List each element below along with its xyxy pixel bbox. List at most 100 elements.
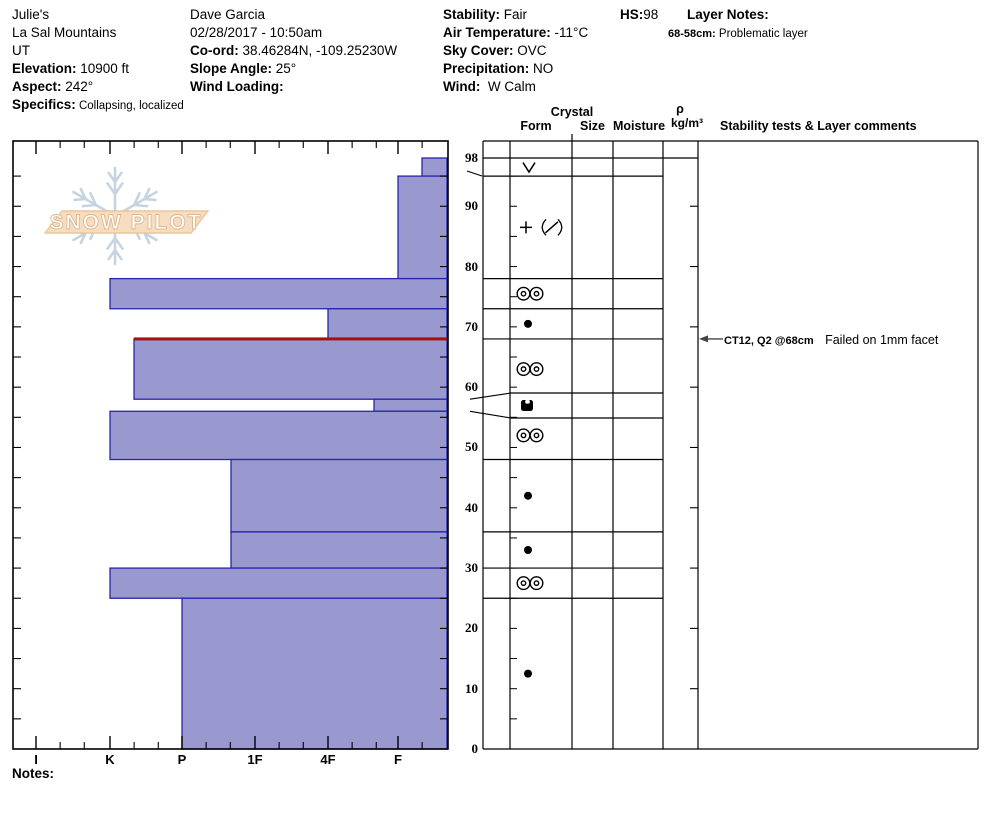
aspect-label: Aspect: [12, 79, 62, 94]
depth-tick-label: 10 [465, 680, 478, 696]
state: UT [12, 43, 30, 58]
grain-symbol-MFcr [516, 428, 544, 443]
stability-label: Stability: [443, 7, 501, 22]
hardness-bar-58-56 [373, 398, 448, 412]
hardness-bar-78-73 [109, 277, 448, 310]
precip-line: Precipitation: NO [443, 60, 553, 78]
grain-symbol-RG [524, 491, 532, 500]
airtemp-line: Air Temperature: -11°C [443, 24, 588, 42]
observation-date: 02/28/2017 - 10:50am [190, 25, 323, 40]
aspect-line: Aspect: 242° [12, 78, 93, 96]
thin-layer-leader [469, 392, 512, 400]
grain-symbol-RG [524, 545, 532, 554]
coord-value: 38.46284N, -109.25230W [238, 43, 398, 58]
grain-symbol-MFcr [516, 362, 544, 377]
observer-name: Dave Garcia [190, 7, 266, 22]
hardness-bar-56-48 [109, 410, 448, 461]
wind-line: Wind: W Calm [443, 78, 536, 96]
sky-cover-value: OVC [513, 43, 547, 58]
elevation-line: Elevation: 10900 ft [12, 60, 129, 78]
depth-tick-label: 70 [465, 318, 478, 334]
sky-cover-label: Sky Cover: [443, 43, 514, 58]
depth-tick-label: 60 [465, 379, 478, 395]
aspect-value: 242° [61, 79, 94, 94]
grain-symbol-SH [522, 162, 536, 174]
moisture-header: Moisture [613, 119, 666, 133]
depth-tick-label: 40 [465, 499, 478, 515]
hardness-bar-36-30 [230, 531, 448, 569]
depth-tick-label: 90 [465, 198, 478, 214]
hardness-tick-label: 1F [247, 752, 263, 767]
grain-symbol-RG [524, 319, 532, 328]
hardness-tick-label: F [394, 752, 402, 767]
elevation-label: Elevation: [12, 61, 77, 76]
coord-line: Co-ord: 38.46284N, -109.25230W [190, 42, 397, 60]
crystal-header: Crystal [550, 105, 594, 119]
thin-layer-leader [469, 410, 512, 419]
hs-value: 98 [643, 7, 659, 22]
stability-test-comment: Failed on 1mm facet [821, 333, 939, 347]
hardness-tick-label: P [177, 752, 187, 767]
wind-loading-line: Wind Loading: [190, 78, 284, 96]
layer-note-text: Problematic layer [715, 28, 808, 40]
layer-note-range: 68-58cm: [668, 28, 716, 40]
size-header: Size [579, 119, 605, 133]
wind-loading-label: Wind Loading: [190, 79, 284, 94]
depth-tick-label: 30 [465, 560, 478, 576]
hs-label: HS: [620, 7, 644, 22]
airtemp-value: -11°C [550, 25, 589, 40]
hardness-bar-68-58 [133, 338, 448, 400]
density-header: ρ [676, 102, 684, 116]
grain-symbol-PP(DF) [520, 218, 563, 236]
density-units: kg/m³ [670, 116, 703, 130]
hardness-bars [109, 157, 448, 750]
specifics-value: Collapsing, localized [75, 100, 184, 112]
ct-arrow [699, 335, 723, 343]
grain-symbol-MFcr [516, 576, 544, 591]
precip-value: NO [529, 61, 554, 76]
form-header: Form [520, 119, 552, 133]
grain-symbol-RG [524, 669, 532, 678]
specifics-line: Specifics: Collapsing, localized [12, 96, 184, 115]
slope-angle-label: Slope Angle: [190, 61, 273, 76]
stability-test-result: CT12, Q2 @68cm [724, 335, 814, 347]
logo-text: SNOW PILOT [50, 211, 203, 234]
wind-label: Wind: [443, 79, 481, 94]
depth-tick-label: 50 [465, 439, 478, 455]
hardness-bar-73-68 [327, 308, 448, 340]
hardness-bar-48-36 [230, 458, 448, 533]
hardness-bar-25-0 [181, 597, 448, 750]
notes-label: Notes: [12, 766, 55, 781]
logo-band [43, 210, 210, 234]
slope-angle-value: 25° [272, 61, 297, 76]
grain-symbol-MFcr [516, 286, 544, 301]
airtemp-label: Air Temperature: [443, 25, 551, 40]
flagged-layer-line [134, 337, 447, 341]
grain-form-symbols [516, 162, 563, 678]
hardness-bar-30-25 [109, 567, 448, 599]
hardness-bar-95-78 [397, 175, 448, 280]
thin-layer-leader [466, 170, 483, 177]
layer-notes-heading: Layer Notes: [687, 7, 769, 22]
elevation-value: 10900 ft [76, 61, 130, 76]
hardness-tick-label: I [34, 752, 38, 767]
hardness-tick-label: K [105, 752, 115, 767]
pit-name: Julie's [12, 7, 50, 22]
snowpilot-logo: SNOW PILOT [43, 166, 210, 266]
stability-test-annotation: CT12, Q2 @68cm Failed on 1mm facet [724, 331, 938, 349]
specifics-label: Specifics: [12, 97, 76, 112]
precip-label: Precipitation: [443, 61, 530, 76]
stability-line: Stability: Fair [443, 6, 527, 24]
grain-symbol-IFrc [521, 400, 533, 411]
stability-value: Fair [500, 7, 528, 22]
mountain-range: La Sal Mountains [12, 25, 117, 40]
hs-line: HS:98 [620, 6, 658, 24]
depth-tick-label: 98 [465, 150, 478, 165]
wind-value: W Calm [480, 79, 536, 94]
layer-note: 68-58cm: Problematic layer [668, 24, 808, 43]
stability-tests-header: Stability tests & Layer comments [720, 119, 917, 133]
coord-label: Co-ord: [190, 43, 239, 58]
hardness-tick-label: 4F [320, 752, 336, 767]
